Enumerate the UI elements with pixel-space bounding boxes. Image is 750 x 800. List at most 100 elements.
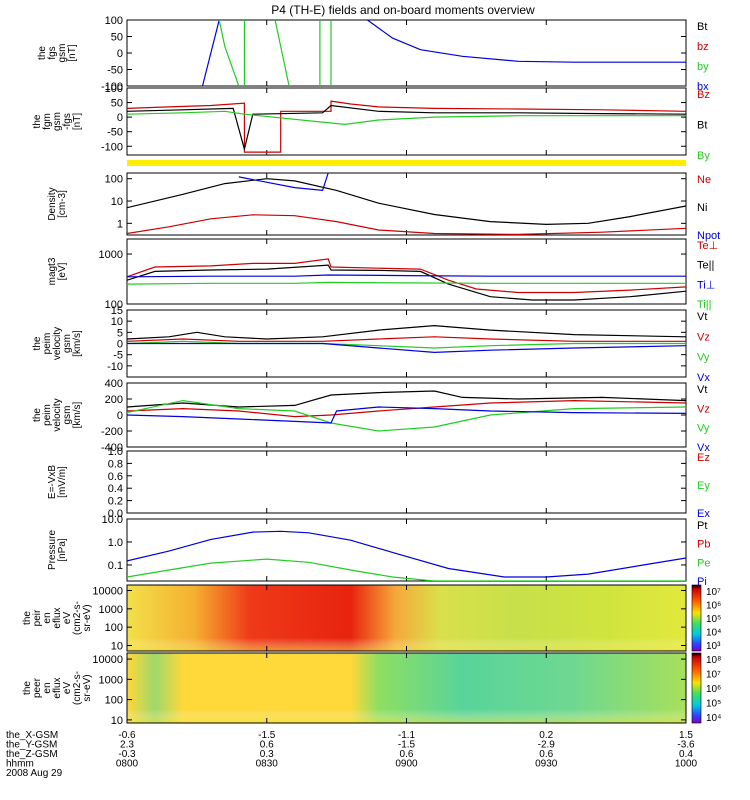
series-group [127,324,686,354]
y-tick-label: 1.0 [108,537,123,549]
series-line-Vx [127,406,686,424]
legend-entry: Bz [697,89,710,101]
y-tick-label: 0.4 [108,483,123,495]
series-line-Vz [127,399,686,418]
legend-entry: bx [697,81,709,93]
x-row-value: -0.6 [118,730,136,741]
x-row-value: -1.5 [398,740,416,751]
series-line-Te⊥ [127,258,686,294]
series-line-by [218,20,240,86]
panel-efield: 1.00.80.60.40.20.0 E=-VxB [mV/m] Ez Ey Ex [47,446,710,520]
series-line-Vt [127,324,686,340]
panel-frame [126,382,687,448]
colorbar [691,652,702,724]
y-axis-label: (cm2-s- [72,601,83,635]
legend-entry: Vy [697,423,710,435]
x-row-value: 0930 [535,759,558,770]
legend-entry: Vt [697,384,707,396]
y-tick-label: 50 [111,98,123,110]
legend-entry: Ex [697,508,710,520]
colorbar-tick-label: 10⁸ [706,655,721,666]
y-tick-label: 100 [105,174,123,186]
y-tick-label: -10 [107,361,123,373]
y-axis-label: magt3 [47,257,58,285]
colorbar-tick-label: 10⁷ [706,587,721,598]
colorbar-tick-label: 10⁴ [706,713,721,724]
panel-density: 100 10 1 Density [cm-3] Ne Ni Npot [47,172,720,242]
x-row-value: 1.5 [679,730,693,741]
panel-frame [126,172,687,236]
y-axis-label: gsm [62,334,73,353]
heatmap-shade [127,585,686,651]
panel-ion_spectrogram: 10⁷ 10⁶ 10⁵ 10⁴ 10³ 10000 1000 100 10 the peir en ef… [22,584,721,652]
series-line-Bz [127,100,686,153]
legend-entry: Te|| [697,260,714,272]
legend-entry: Ne [697,174,711,186]
legend-entry: Pe [697,557,710,569]
y-axis-label: en [42,682,53,693]
series-line-Ni [127,178,686,226]
series-line-Ti⊥ [127,274,686,278]
y-axis-label: peir [32,609,43,626]
x-row-value: -0.3 [118,749,136,760]
legend-entry: Vy [697,352,710,364]
y-tick-label: 5 [117,327,123,339]
y-tick-label: 10 [111,640,123,652]
y-tick-label: 0.6 [108,471,123,483]
legend-entry: Te⊥ [697,240,718,252]
x-row-label: the_Z-GSM [6,749,58,760]
y-axis-label: gsm [62,406,73,425]
y-axis-label: [km/s] [72,401,83,428]
series-line-Vz [127,336,686,342]
x-row-value: 0900 [395,759,418,770]
x-row-value: 0830 [256,759,279,770]
x-row-value: 0.2 [539,730,553,741]
y-axis-label: [eV] [57,262,68,280]
y-axis-label: the [22,611,33,625]
colorbar-tick-label: 10³ [706,641,721,652]
series-line-Vy [127,340,686,349]
series-group [127,530,686,581]
panel-electron_spectrogram: 10⁸ 10⁷ 10⁶ 10⁵ 10⁴ 10000 1000 100 10 the peer en ef… [22,652,721,727]
y-tick-label: 10000 [92,586,123,598]
panel-temperature: 1000 100 magt3 [eV] Te⊥ Te|| Ti⊥ Ti|| [47,238,718,311]
y-axis-label: -fgs [62,113,73,130]
x-row-label: hhmm [6,759,34,770]
x-row-value: 0.6 [260,740,274,751]
colorbar [691,584,702,652]
legend-entry: by [697,61,709,73]
y-tick-label: 1 [117,218,123,230]
y-tick-label: -100 [101,81,123,93]
legend-entry: By [697,150,710,162]
y-tick-label: 1.0 [108,446,123,458]
y-tick-label: 0.2 [108,496,123,508]
legend-entry: Vx [697,442,710,454]
y-tick-label: -5 [113,350,123,362]
heatmap-shade [127,653,686,723]
x-row-label: the_X-GSM [6,730,58,741]
y-axis-label: eV [62,612,73,625]
x-row-value: -1.1 [398,730,416,741]
legend-entry: Vx [697,372,710,384]
series-line-By [127,110,686,126]
y-tick-label: 10 [111,316,123,328]
figure-title: P4 (TH-E) fields and on-board moments ov… [271,3,535,17]
series-group [127,173,686,235]
y-tick-label: 0 [117,48,123,60]
y-axis-label: [nT] [67,44,78,61]
y-tick-label: 15 [111,305,123,317]
y-axis-label: Pressure [47,530,58,570]
y-tick-label: 100 [105,622,123,634]
series-line-Pi [127,530,686,578]
series-line-by [274,20,290,86]
y-tick-label: 100 [105,695,123,707]
legend-entry: Pi [697,576,707,588]
y-axis-label: gsm [57,44,68,63]
y-tick-label: -100 [101,141,123,153]
legend-entry: Pb [697,539,710,551]
series-line-Te|| [127,264,686,301]
y-axis-label: velocity [52,327,63,360]
y-axis-label: (cm2-s- [72,671,83,705]
y-axis-label: eflux [52,677,63,698]
